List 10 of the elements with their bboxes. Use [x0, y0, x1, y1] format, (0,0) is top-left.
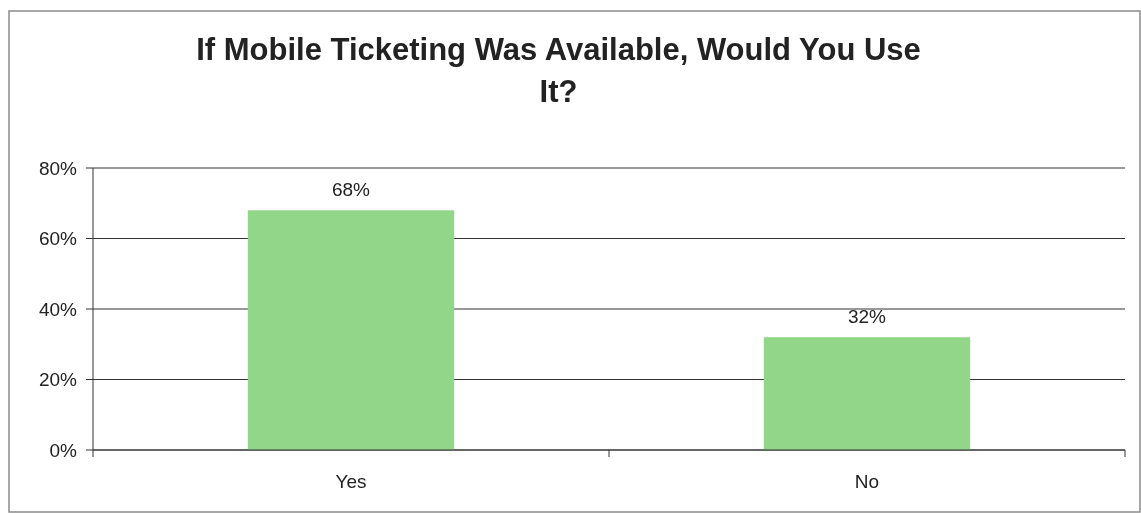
y-tick-label: 20% [38, 369, 78, 391]
y-tick-label: 0% [49, 439, 78, 461]
chart-title: If Mobile Ticketing Was Available, Would You Use It? [196, 32, 921, 109]
data-label: 32% [847, 306, 887, 328]
data-label: 68% [331, 179, 371, 201]
y-tick-label: 60% [38, 228, 78, 250]
y-tick-label: 80% [38, 157, 78, 179]
y-tick-label: 40% [38, 298, 78, 320]
x-tick-label: Yes [335, 471, 367, 492]
x-tick-label: No [854, 471, 880, 492]
